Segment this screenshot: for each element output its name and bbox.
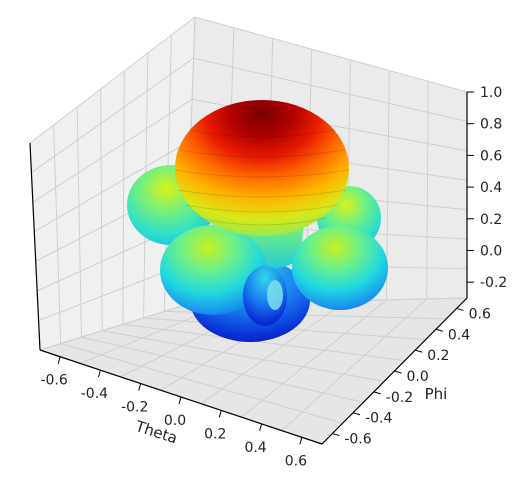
phi-tick-label: -0.4 — [365, 411, 392, 427]
z-tick-label: 0.6 — [480, 148, 502, 164]
wall-grid-line — [122, 70, 125, 325]
theta-tick-mark — [57, 356, 61, 364]
theta-tick-label: -0.2 — [121, 400, 148, 416]
theta-tick-label: 0.6 — [285, 453, 307, 469]
theta-tick-mark — [218, 410, 222, 418]
z-tick-label: 0.0 — [480, 243, 502, 259]
wall-grid-line — [100, 88, 103, 331]
wall-grid-line — [76, 106, 82, 338]
phi-tick-mark — [394, 370, 402, 374]
phi-tick-mark — [415, 349, 423, 353]
phi-tick-label: 0.0 — [407, 369, 429, 385]
theta-tick-mark — [178, 396, 182, 405]
theta-tick-label: 0.2 — [204, 426, 226, 442]
z-tick-label: 1.0 — [480, 85, 502, 101]
main-lobe-contour — [185, 204, 339, 213]
phi-tick-mark — [435, 328, 444, 332]
z-tick-label: 0.4 — [480, 180, 502, 196]
main-lobe-contour — [179, 149, 345, 158]
floor-grid-line — [281, 298, 428, 431]
phi-tick-mark — [456, 307, 464, 311]
main-lobe — [175, 100, 349, 236]
floor-grid-line — [81, 336, 364, 403]
theta-tick-mark — [299, 437, 303, 445]
z-tick-label: 0.2 — [480, 212, 502, 228]
phi-tick-label: 0.6 — [469, 306, 491, 322]
theta-tick-mark — [259, 423, 263, 431]
theta-tick-label: -0.4 — [81, 386, 108, 402]
theta-tick-label: 0.0 — [164, 413, 186, 429]
phi-axis-label: Phi — [425, 385, 448, 403]
main-lobe-contour — [189, 129, 335, 138]
wall-grid-line — [29, 16, 468, 144]
theta-tick-label: 0.4 — [244, 440, 266, 456]
theta-tick-mark — [97, 370, 101, 378]
z-tick-label: -0.2 — [480, 275, 507, 291]
main-lobe-contour — [174, 169, 350, 178]
main-lobe-contour — [177, 189, 347, 198]
wall-grid-line — [426, 81, 429, 300]
phi-tick-label: -0.6 — [344, 432, 371, 448]
wall-grid-line — [53, 124, 62, 344]
center-minor-highlight — [267, 280, 283, 310]
main-lobe-contour — [197, 217, 327, 226]
front-lobe-right — [292, 226, 388, 310]
left-back-pane — [30, 17, 195, 350]
floor-grid-line — [102, 330, 385, 382]
phi-tick-label: -0.2 — [386, 390, 413, 406]
phi-tick-mark — [373, 391, 381, 395]
theta-tick-label: -0.6 — [40, 373, 67, 389]
floor-grid-line — [241, 299, 387, 418]
floor-grid-line — [122, 323, 405, 362]
phi-tick-mark — [352, 412, 361, 416]
front-lobe-left — [160, 225, 266, 315]
phi-tick-label: 0.2 — [427, 348, 449, 364]
left-vertical-edge — [29, 142, 41, 351]
phi-tick-mark — [332, 433, 340, 437]
floor-grid-line — [200, 300, 347, 405]
theta-tick-mark — [138, 383, 142, 391]
z-tick-label: 0.8 — [480, 117, 502, 133]
floor-grid-line — [60, 343, 343, 424]
phi-tick-label: 0.4 — [448, 327, 470, 343]
